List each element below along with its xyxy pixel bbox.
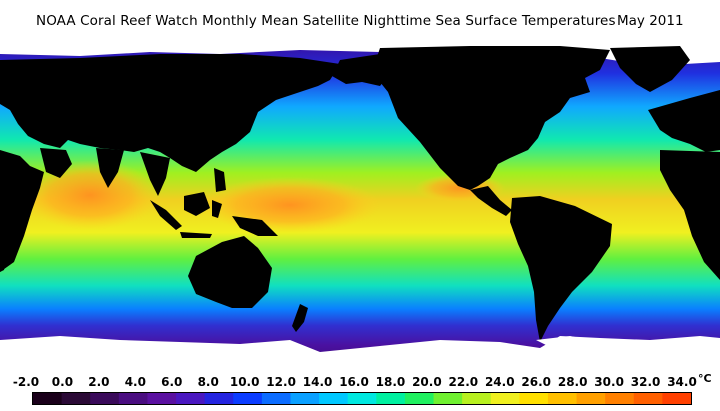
southeast-asia [140,152,170,196]
new-zealand [292,304,308,332]
map-date: May 2011 [617,13,684,29]
legend-tick-label: 10.0 [229,375,260,389]
colorbar-swatch [633,393,663,404]
colorbar-swatch [662,393,691,404]
legend-tick-label: 22.0 [448,375,479,389]
indian-ocean-warm-pool [20,160,160,230]
legend-tick-label: 34.0 [667,375,697,389]
legend-tick-label: -2.0 [12,375,40,389]
new-guinea [232,216,278,236]
west-pacific-warm-pool [200,177,380,233]
java [180,232,212,238]
colorbar-swatch [147,393,177,404]
borneo [184,192,210,216]
colorbar-swatch [261,393,291,404]
map-title: NOAA Coral Reef Watch Monthly Mean Satel… [36,13,616,29]
legend-tick-label: 24.0 [484,375,515,389]
legend-tick-label: 6.0 [161,375,183,389]
alaska [332,54,392,86]
colorbar-swatch [233,393,263,404]
colorbar-swatch [490,393,520,404]
legend-tick-label: 0.0 [51,375,74,389]
color-legend: -2.0 0.0 2.0 4.0 6.0 8.0 10.0 12.0 14.0 16.0 18.0 2… [0,372,720,411]
japan [230,110,248,142]
colorbar-swatch [376,393,406,404]
madagascar [0,250,8,272]
antarctic-ice [0,336,720,372]
colorbar-swatch [204,393,234,404]
arabian-peninsula [40,148,72,178]
colorbar-swatch [61,393,91,404]
sst-world-map [0,40,720,372]
colorbar-swatch [347,393,377,404]
sumatra [150,200,182,230]
colorbar [32,392,692,405]
colorbar-swatches [33,393,691,404]
legend-tick-label: 30.0 [594,375,624,389]
colorbar-swatch [605,393,635,404]
legend-tick-label: 32.0 [630,375,661,389]
philippines [214,168,226,192]
legend-tick-label: 26.0 [521,375,552,389]
australia [188,236,272,308]
india [96,148,124,188]
map-title-bar: NOAA Coral Reef Watch Monthly Mean Satel… [0,0,720,40]
legend-tick-label: 8.0 [197,375,219,389]
colorbar-swatch [319,393,349,404]
legend-tick-label: 14.0 [302,375,333,389]
legend-tick-label: 2.0 [88,375,110,389]
colorbar-swatch [519,393,549,404]
eurasia [0,54,340,172]
colorbar-swatch [33,393,63,404]
colorbar-swatch [576,393,606,404]
legend-unit: °C [698,372,712,385]
africa-west [660,150,720,280]
legend-tick-label: 28.0 [557,375,588,389]
legend-tick-label: 20.0 [412,375,442,389]
colorbar-swatch [290,393,320,404]
colorbar-swatch [404,393,435,404]
legend-tick-label: 16.0 [339,375,369,389]
north-america [372,46,610,190]
south-america [510,196,612,342]
legend-tick-label: 4.0 [124,375,146,389]
legend-tick-label: 18.0 [375,375,406,389]
greenland [610,46,690,92]
colorbar-swatch [462,393,492,404]
africa [0,150,44,272]
antarctic-sea-ice-south-america [536,336,600,352]
legend-tick-label: 12.0 [266,375,296,389]
colorbar-swatch [433,393,463,404]
colorbar-swatch [176,393,206,404]
colorbar-swatch [118,393,148,404]
colorbar-swatch [90,393,120,404]
colorbar-swatch [547,393,578,404]
central-america [470,186,512,216]
europe [648,90,720,152]
sulawesi [212,200,222,218]
